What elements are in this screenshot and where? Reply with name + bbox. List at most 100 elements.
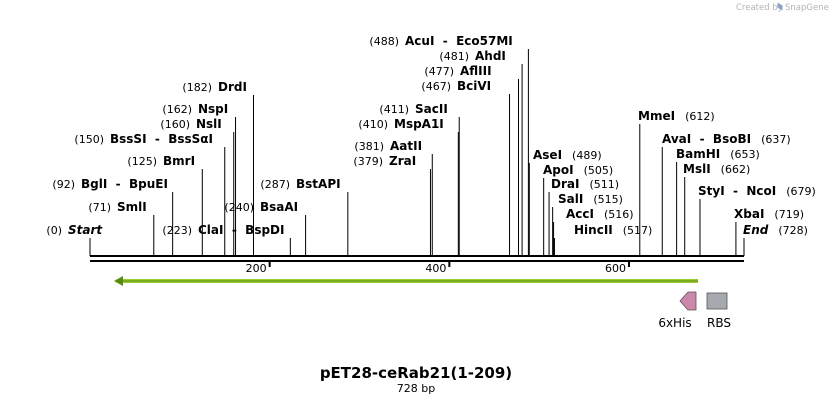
snapgene-logo-icon (777, 2, 783, 11)
site-hincii[interactable]: HincII (517) (553, 223, 653, 256)
site-name: End (743, 223, 769, 237)
site-name: MslI (683, 162, 711, 176)
site-position: (125) (127, 155, 157, 168)
ruler-label: 600 (605, 262, 626, 275)
orf-feature[interactable] (114, 276, 698, 286)
site-mmei[interactable]: MmeI (612) (638, 109, 715, 256)
site-name: SmlI (117, 200, 147, 214)
site-position: (679) (786, 185, 816, 198)
site-name: DraI (551, 177, 579, 191)
site-sacii[interactable]: (411) SacII (379, 102, 460, 256)
site-bstapi[interactable]: (287) BstAPI (260, 177, 349, 256)
site-aatii[interactable]: (381) AatII (354, 139, 433, 256)
site-bcivi[interactable]: (467) BciVI (421, 79, 511, 256)
site-avai[interactable]: AvaI - BsoBI (637) (661, 132, 791, 256)
site-name: ApoI (543, 163, 574, 177)
site-name: BssSI - BssSαI (110, 132, 213, 146)
site-position: (505) (584, 164, 614, 177)
site-xbai[interactable]: XbaI (719) (734, 207, 804, 256)
site-name: AseI (533, 148, 562, 162)
site-smli[interactable]: (71) SmlI (88, 200, 155, 256)
site-position: (223) (162, 224, 192, 237)
site-name: Start (68, 223, 103, 237)
site-position: (160) (160, 118, 190, 131)
site-position: (240) (224, 201, 254, 214)
site-position: (410) (358, 118, 388, 131)
site-name: ClaI - BspDI (198, 223, 284, 237)
site-position: (653) (730, 148, 760, 161)
site-apoi[interactable]: ApoI (505) (543, 163, 613, 256)
map-length: 728 bp (397, 382, 435, 395)
site-name: HincII (574, 223, 613, 237)
site-position: (516) (604, 208, 634, 221)
site-name: ZraI (389, 154, 416, 168)
site-bgli[interactable]: (92) BglI - BpuEI (52, 177, 174, 256)
site-name: AatII (390, 139, 422, 153)
site-acui[interactable]: (488) AcuI - Eco57MI (369, 34, 529, 256)
rbs-feature[interactable]: RBS (706, 292, 731, 330)
site-name: NslI (196, 117, 222, 131)
rbs-box-icon (706, 292, 728, 310)
orf-arrowhead-icon (114, 276, 123, 286)
site-clai[interactable]: (223) ClaI - BspDI (162, 223, 291, 256)
site-name: SacII (415, 102, 448, 116)
site-position: (719) (774, 208, 804, 221)
site-name: AccI (566, 207, 594, 221)
site-position: (488) (369, 35, 399, 48)
site-afliii[interactable]: (477) AflIII (424, 64, 520, 256)
site-name: NspI (198, 102, 228, 116)
site-bssSi[interactable]: (150) BssSI - BssSαI (74, 132, 226, 256)
rbs-label: RBS (707, 316, 731, 330)
his-tag-feature[interactable]: 6xHis (658, 291, 697, 330)
site-msli[interactable]: MslI (662) (683, 162, 750, 256)
site-name: BmrI (163, 154, 195, 168)
site-asei[interactable]: AseI (489) (528, 148, 602, 256)
site-ahdi[interactable]: (481) AhdI (439, 49, 523, 256)
site-styi[interactable]: StyI - NcoI (679) (698, 184, 816, 256)
site-position: (162) (162, 103, 192, 116)
site-position: (612) (685, 110, 715, 123)
site-position: (381) (354, 140, 384, 153)
site-position: (71) (88, 201, 111, 214)
site-drdi[interactable]: (182) DrdI (182, 80, 254, 256)
site-position: (92) (52, 178, 75, 191)
site-bmri[interactable]: (125) BmrI (127, 154, 203, 256)
site-position: (0) (46, 224, 62, 237)
site-nsli[interactable]: (160) NslI (160, 117, 235, 256)
site-name: MspA1I (394, 117, 444, 131)
site-name: AvaI - BsoBI (662, 132, 751, 146)
credit-brand: SnapGene (785, 3, 829, 13)
site-name: MmeI (638, 109, 675, 123)
site-position: (477) (424, 65, 454, 78)
site-acci[interactable]: AccI (516) (553, 207, 634, 256)
his-tag-arrow-icon (679, 291, 697, 311)
site-position: (150) (74, 133, 104, 146)
site-position: (481) (439, 50, 469, 63)
site-position: (182) (182, 81, 212, 94)
credit-text: Created by (736, 3, 783, 13)
site-bsaai[interactable]: (240) BsaAI (224, 200, 307, 256)
his-tag-label: 6xHis (658, 316, 691, 330)
ruler-label: 200 (246, 262, 267, 275)
site-name: AflIII (460, 64, 492, 78)
site-end[interactable]: End (728) (743, 223, 808, 256)
site-bamhi[interactable]: BamHI (653) (676, 147, 760, 256)
site-sali[interactable]: SalI (515) (552, 192, 623, 256)
site-name: BsaAI (260, 200, 298, 214)
site-drai[interactable]: DraI (511) (548, 177, 619, 256)
site-position: (517) (623, 224, 653, 237)
site-name: DrdI (218, 80, 247, 94)
site-position: (728) (778, 224, 808, 237)
site-position: (515) (593, 193, 623, 206)
site-zrai[interactable]: (379) ZraI (353, 154, 431, 256)
site-mspa1i[interactable]: (410) MspA1I (358, 117, 459, 256)
site-position: (489) (572, 149, 602, 162)
site-start[interactable]: (0) Start (46, 223, 103, 256)
site-name: BstAPI (296, 177, 341, 191)
site-nspi[interactable]: (162) NspI (162, 102, 237, 256)
site-position: (411) (379, 103, 409, 116)
site-name: SalI (558, 192, 583, 206)
site-position: (511) (589, 178, 619, 191)
ruler: 200 400 600 (246, 261, 631, 275)
